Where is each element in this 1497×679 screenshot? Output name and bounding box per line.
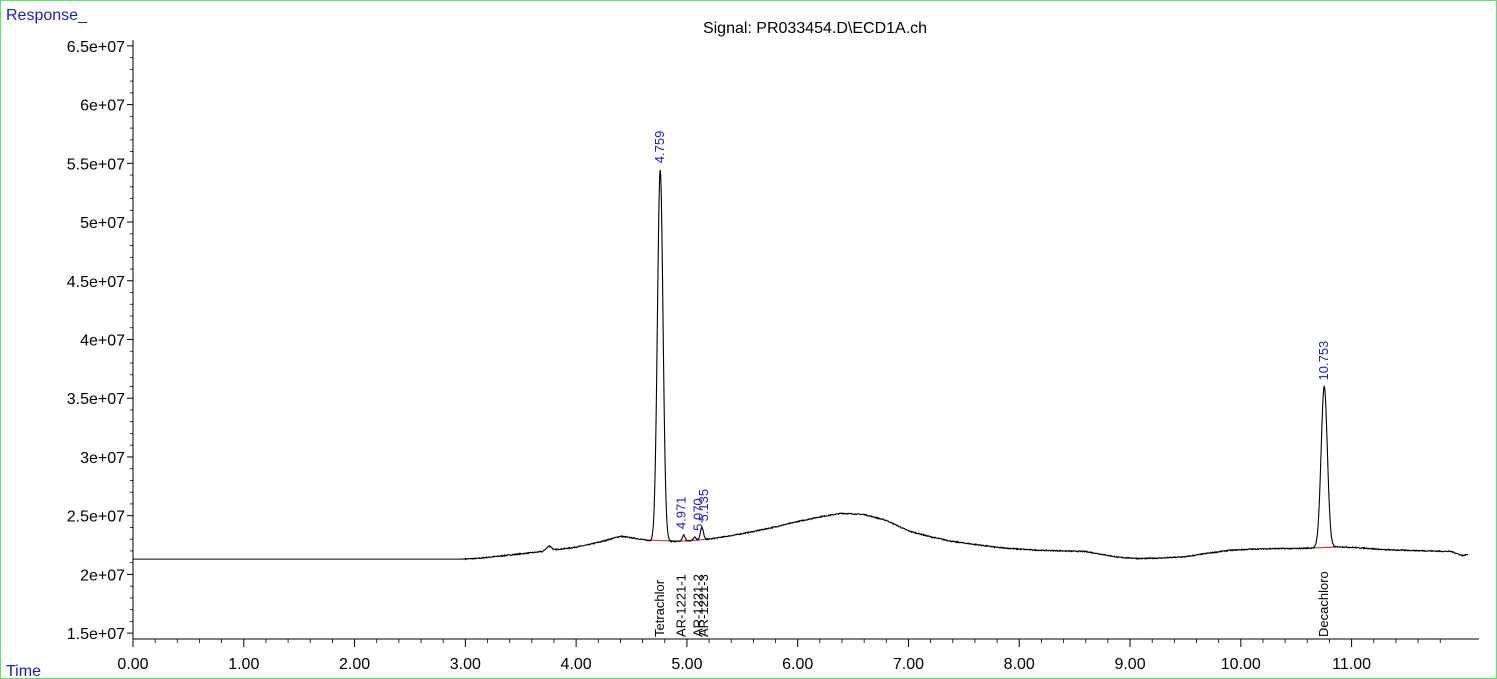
y-axis-label: Response_ — [6, 7, 88, 24]
compound-labels: Tetrachlor AR-1221-1 AR-1221-2AR-1221-3 Dec… — [652, 571, 1331, 637]
x-axis-label: Time — [6, 663, 41, 679]
x-tick-label: 9.00 — [1114, 656, 1145, 673]
y-tick-label: 1.5e+07 — [67, 626, 125, 643]
chart-title: Signal: PR033454.D\ECD1A.ch — [703, 20, 927, 37]
y-tick-label: 2e+07 — [80, 567, 125, 584]
peak-label: 4.971 — [674, 497, 689, 530]
y-tick-label: 3e+07 — [80, 450, 125, 467]
x-tick-label: 11.00 — [1332, 656, 1371, 673]
x-tick-label: 3.00 — [450, 656, 481, 673]
axes: 1.5e+07 2e+07 2.5e+07 3e+07 3.5e+07 4e+07 4.5e… — [67, 39, 1479, 673]
y-tick-label: 6e+07 — [80, 98, 125, 115]
signal-trace — [133, 169, 1469, 561]
x-tick-label: 10.00 — [1221, 656, 1261, 673]
compound-label: Tetrachlor — [652, 579, 667, 637]
x-tick-label: 5.00 — [671, 656, 702, 673]
peak-label: 10.753 — [1316, 341, 1331, 381]
compound-label: AR-1221-2 — [691, 574, 706, 637]
x-tick-label: 6.00 — [782, 656, 813, 673]
peak-label: 4.759 — [652, 131, 667, 164]
integration-line — [1313, 546, 1337, 549]
peak-label: 5.135 — [696, 489, 711, 522]
y-tick-label: 3.5e+07 — [67, 391, 125, 408]
x-tick-label: 8.00 — [1004, 656, 1035, 673]
x-tick-label: 4.00 — [561, 656, 592, 673]
y-tick-label: 4e+07 — [80, 333, 125, 350]
compound-label: AR-1221-1 — [674, 574, 689, 637]
y-tick-label: 6.5e+07 — [67, 39, 125, 56]
y-tick-label: 5.5e+07 — [67, 156, 125, 173]
peak-label: 5.070 — [691, 498, 706, 531]
x-tick-label: 1.00 — [228, 656, 259, 673]
x-tick-label: 7.00 — [893, 656, 924, 673]
x-tick-label: 2.00 — [339, 656, 370, 673]
compound-label: Decachloro — [1316, 571, 1331, 637]
y-tick-label: 4.5e+07 — [67, 274, 125, 291]
compound-label: AR-1221-3 — [696, 574, 711, 637]
x-tick-label: 0.00 — [117, 656, 148, 673]
y-tick-label: 2.5e+07 — [67, 509, 125, 526]
y-tick-label: 5e+07 — [80, 215, 125, 232]
